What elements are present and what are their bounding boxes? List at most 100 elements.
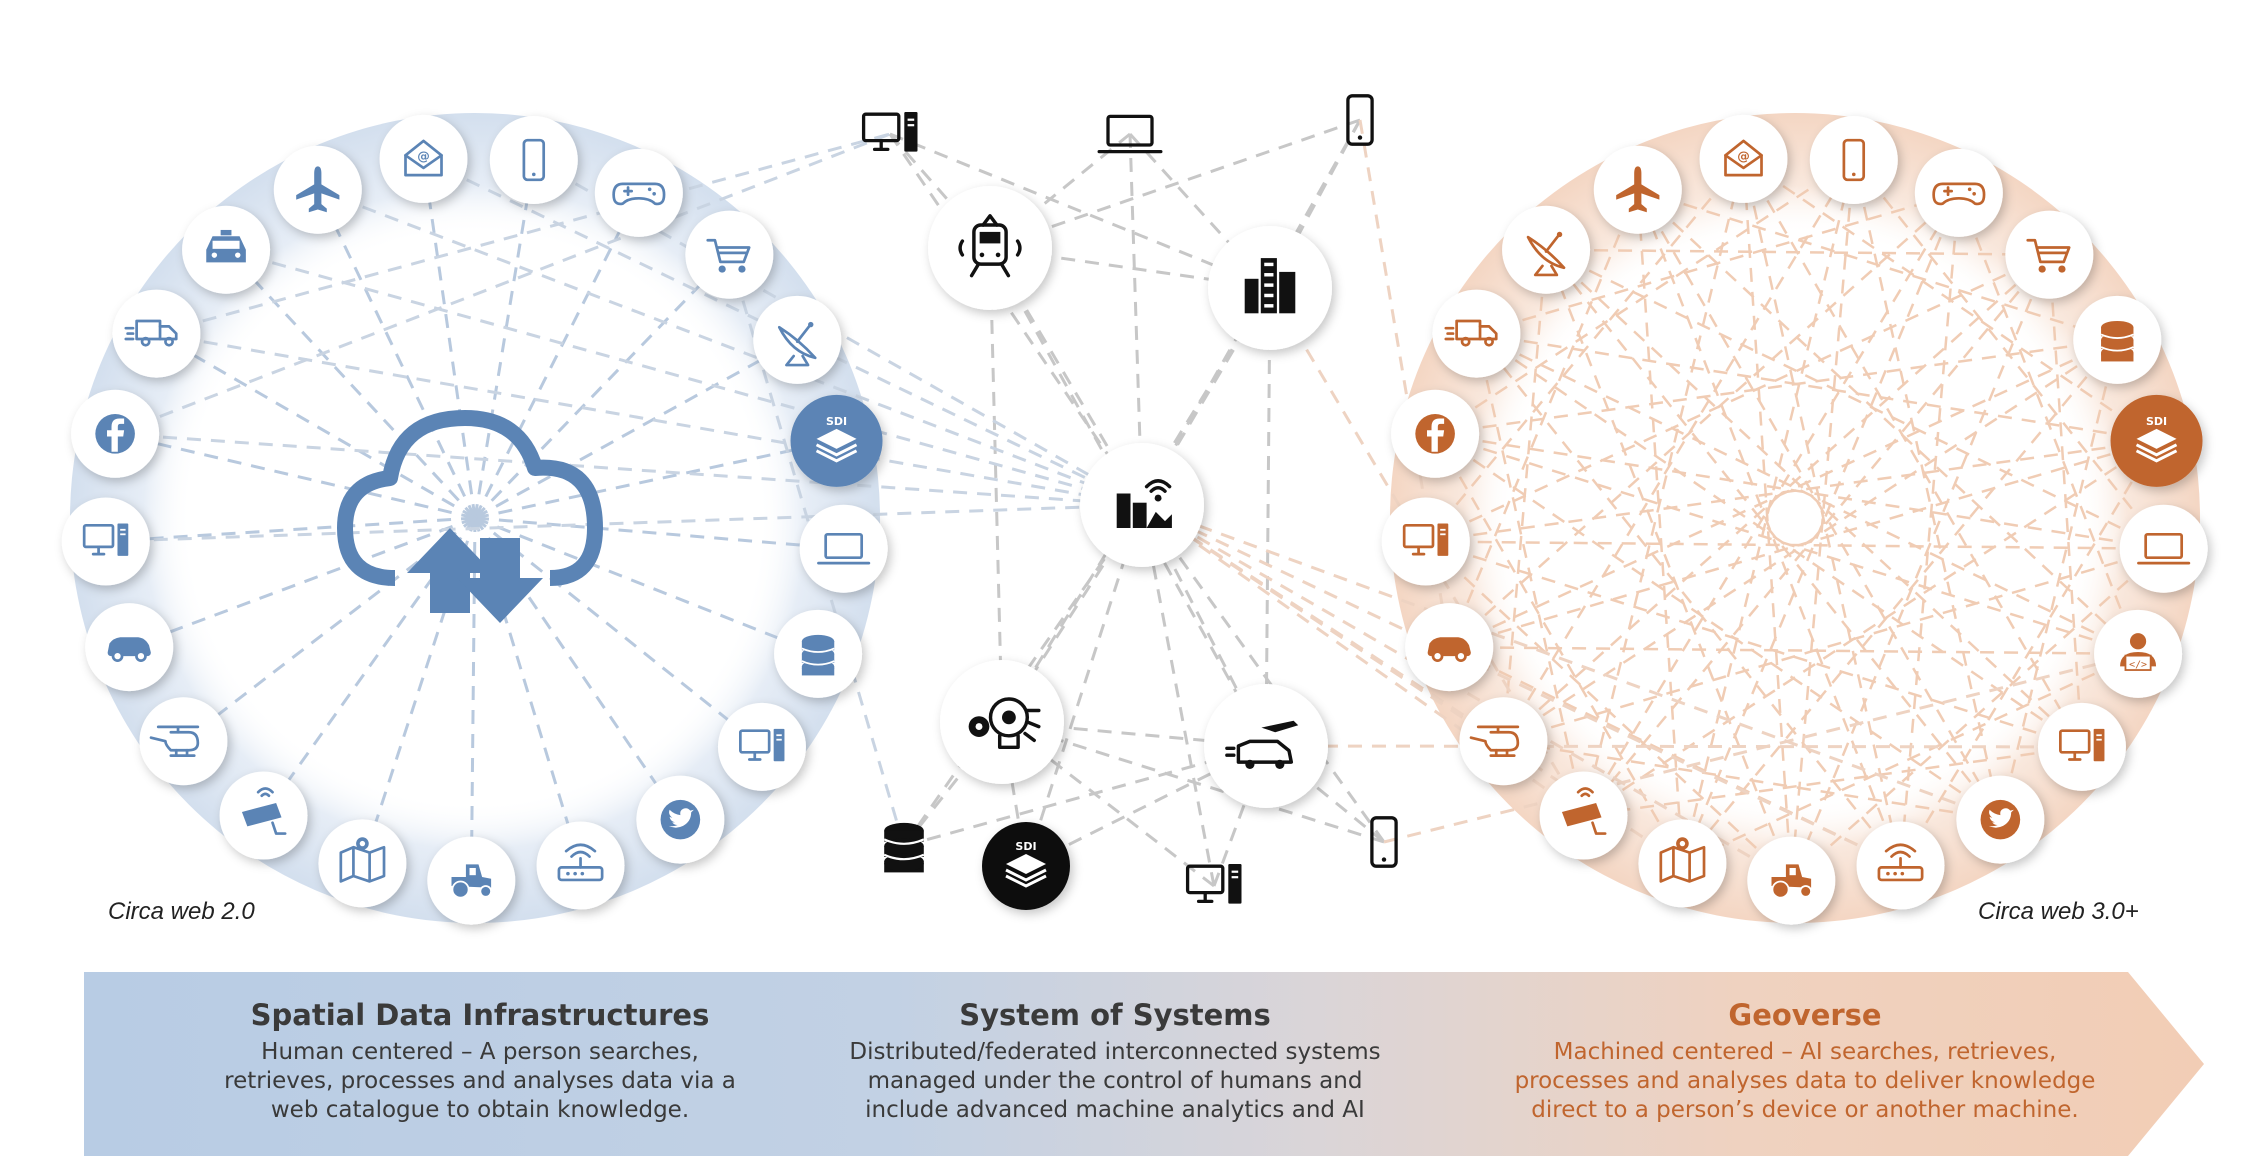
connection-line: [473, 253, 731, 520]
caption-web2: Circa web 2.0: [108, 898, 255, 925]
sdi-badge-label: SDI: [2146, 415, 2167, 428]
svg-text:@: @: [417, 149, 430, 164]
connection-line: [1140, 504, 1216, 887]
truck-icon: [1432, 289, 1521, 378]
connection-line: [1742, 158, 1793, 881]
connection-line: [474, 338, 798, 520]
caption-web3: Circa web 3.0+: [1978, 898, 2139, 925]
band-sos-text: Distributed/federated interconnected sys…: [849, 1039, 1381, 1123]
desktop-computer-icon: [1185, 864, 1242, 904]
facebook-icon: [1391, 389, 1480, 478]
connection-line: [115, 432, 1143, 507]
connection-line: [1140, 287, 1272, 506]
connection-line: [474, 439, 837, 520]
cloud-upload-download-icon: [337, 410, 603, 623]
email-icon: @: [379, 114, 468, 203]
train-icon: [928, 186, 1052, 310]
connection-line: [474, 516, 819, 656]
connection-line: [1383, 652, 2139, 844]
connection-line: [1544, 249, 1793, 882]
connection-line: [474, 516, 763, 749]
map-pin-icon: [318, 819, 407, 908]
connection-line: [1636, 188, 2139, 655]
connection-line: [1141, 503, 1902, 867]
connection-line: [1636, 189, 1684, 864]
smart-city-icon: [1080, 443, 1204, 567]
connection-line: [1503, 547, 2165, 743]
connection-line: [1141, 503, 1585, 817]
connection-line: [989, 118, 1361, 250]
connection-line: [1000, 504, 1144, 723]
band-geoverse: Geoverse Machined centered – AI searches…: [1510, 998, 2100, 1125]
tractor-icon: [1747, 836, 1836, 925]
band-sdi-text: Human centered – A person searches, retr…: [224, 1039, 736, 1123]
mobile-phone-icon: [1370, 816, 1398, 868]
database-icon: [2073, 295, 2162, 384]
connection-line: [903, 744, 1267, 848]
connection-line: [1425, 540, 2083, 749]
mobile-phone-icon: [489, 116, 578, 205]
connection-line: [888, 133, 1144, 506]
car-icon: [85, 603, 174, 692]
connection-line: [1434, 338, 2118, 436]
helicopter-icon: [139, 697, 228, 786]
shopping-cart-icon: [685, 210, 774, 299]
connection-line: [422, 158, 477, 519]
connection-line: [1475, 333, 1585, 816]
computer-icon: [1381, 497, 1470, 586]
svg-text:</>: </>: [2129, 659, 2147, 670]
car-icon: [1405, 603, 1494, 692]
mobile-phone-icon: [1346, 94, 1374, 146]
connection-line: [1636, 189, 1902, 866]
gamepad-icon: [594, 148, 683, 237]
map-pin-icon: [1638, 819, 1727, 908]
connection-line: [114, 432, 476, 520]
twitter-icon: [1956, 775, 2045, 864]
connection-line: [1742, 158, 1902, 866]
connection-line: [105, 516, 476, 543]
connection-line: [988, 247, 1004, 723]
connection-line: [1449, 645, 2139, 656]
connection-line: [1545, 248, 2165, 550]
nodes-layer: @ SDI @ SDI </> SDI: [61, 94, 2208, 925]
connection-line: [1264, 287, 1272, 747]
city-buildings-icon: [1208, 226, 1332, 350]
airplane-icon: [1593, 145, 1682, 234]
sdi-layers-icon: SDI: [790, 394, 883, 487]
sdi-layers-icon: SDI: [2110, 394, 2203, 487]
connection-line: [1475, 332, 1902, 867]
tractor-icon: [427, 836, 516, 925]
connection-line: [224, 248, 477, 520]
sdi-badge-label: SDI: [1015, 840, 1036, 853]
connection-line: [114, 132, 891, 436]
connection-line: [1899, 192, 1961, 866]
connection-line: [317, 188, 1143, 507]
connection-line: [1852, 159, 2002, 820]
computer-icon: [717, 702, 806, 791]
connection-line: [1681, 192, 1961, 864]
transport-plane-van-icon: [1204, 684, 1328, 808]
sdi-badge-label: SDI: [826, 415, 847, 428]
connection-line: [1582, 439, 2158, 817]
connection-line: [889, 132, 1271, 290]
svg-text:@: @: [1737, 149, 1750, 164]
laptop-icon: [2119, 504, 2208, 593]
cctv-camera-icon: [1539, 771, 1628, 860]
connection-line: [105, 503, 1143, 543]
router-icon: [536, 821, 625, 910]
connection-line: [225, 248, 1143, 507]
connection-line: [1140, 504, 1386, 843]
computer-icon: [61, 497, 150, 586]
connection-line: [1681, 339, 2119, 865]
connection-line: [1502, 159, 1855, 742]
connection-line: [1434, 432, 2139, 656]
computer-icon: [2037, 702, 2126, 791]
database-icon: [883, 822, 925, 873]
email-icon: @: [1699, 114, 1788, 203]
connection-line: [1425, 253, 2050, 543]
connection-line: [1742, 158, 2084, 748]
mobile-phone-icon: [1809, 116, 1898, 205]
sdi-layers-icon: SDI: [982, 822, 1070, 910]
connection-line: [1448, 191, 1960, 649]
